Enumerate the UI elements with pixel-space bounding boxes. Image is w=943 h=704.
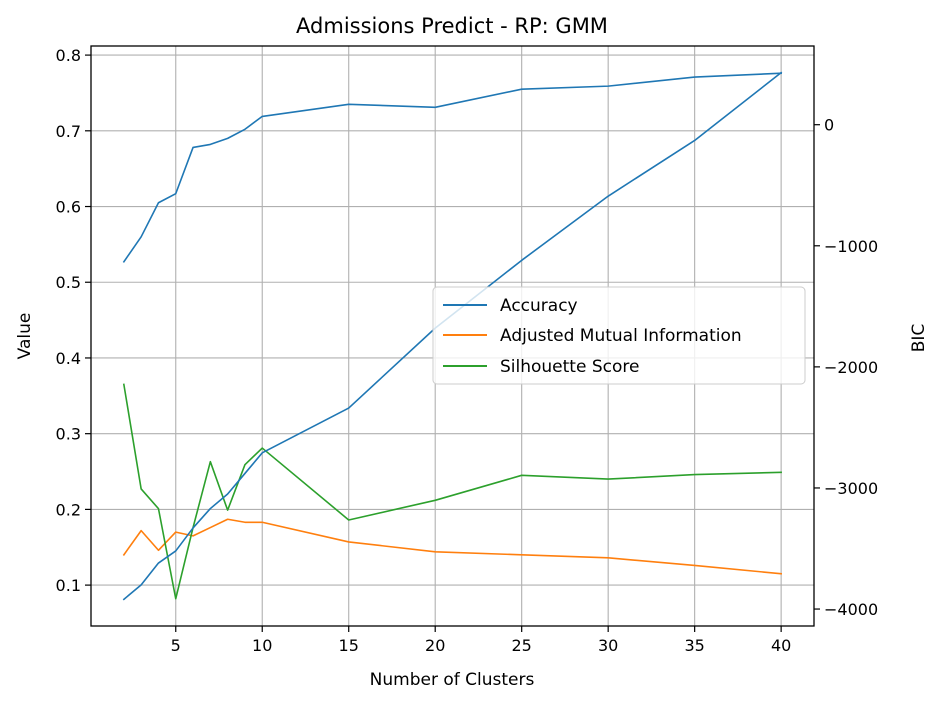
series-lines <box>122 71 783 601</box>
y-axis-left: 0.1 0.2 0.3 0.4 0.5 0.6 0.7 0.8 <box>56 46 91 595</box>
y2-tick-label: −2000 <box>824 358 878 377</box>
y2-tick-label: −3000 <box>824 479 878 498</box>
y-tick-label: 0.1 <box>56 576 81 595</box>
chart-title: Admissions Predict - RP: GMM <box>296 14 608 38</box>
y-tick-label: 0.2 <box>56 500 81 519</box>
legend-label-silhouette: Silhouette Score <box>500 357 639 377</box>
x-axis: 5 10 15 20 25 30 35 40 <box>171 626 791 655</box>
y-tick-label: 0.4 <box>56 349 81 368</box>
x-tick-label: 25 <box>512 636 532 655</box>
legend-label-accuracy: Accuracy <box>500 296 578 316</box>
y-axis-label: Value <box>15 313 35 360</box>
y-axis-right: −4000 −3000 −2000 −1000 0 <box>814 116 878 619</box>
plot-frame <box>90 45 815 627</box>
y2-tick-label: −1000 <box>824 237 878 256</box>
legend-label-ami: Adjusted Mutual Information <box>500 326 742 346</box>
series-silhouette-line <box>122 383 782 600</box>
x-tick-label: 10 <box>252 636 272 655</box>
y-tick-label: 0.8 <box>56 46 81 65</box>
legend: Accuracy Adjusted Mutual Information Sil… <box>432 286 806 385</box>
y2-axis-label: BIC <box>909 324 929 353</box>
x-tick-label: 5 <box>171 636 181 655</box>
grid <box>91 46 814 626</box>
x-tick-label: 15 <box>339 636 359 655</box>
y-tick-label: 0.3 <box>56 425 81 444</box>
series-accuracy-line <box>122 72 782 263</box>
x-tick-label: 40 <box>771 636 791 655</box>
legend-box <box>432 286 806 385</box>
series-bic-line <box>122 71 783 601</box>
y2-tick-label: −4000 <box>824 600 878 619</box>
y-tick-label: 0.6 <box>56 198 81 217</box>
x-axis-label: Number of Clusters <box>370 670 535 690</box>
x-tick-label: 30 <box>598 636 618 655</box>
y-tick-label: 0.5 <box>56 273 81 292</box>
y2-tick-label: 0 <box>824 116 834 135</box>
series-ami-line <box>122 518 783 575</box>
x-tick-label: 35 <box>684 636 704 655</box>
y-tick-label: 0.7 <box>56 122 81 141</box>
x-tick-label: 20 <box>425 636 445 655</box>
